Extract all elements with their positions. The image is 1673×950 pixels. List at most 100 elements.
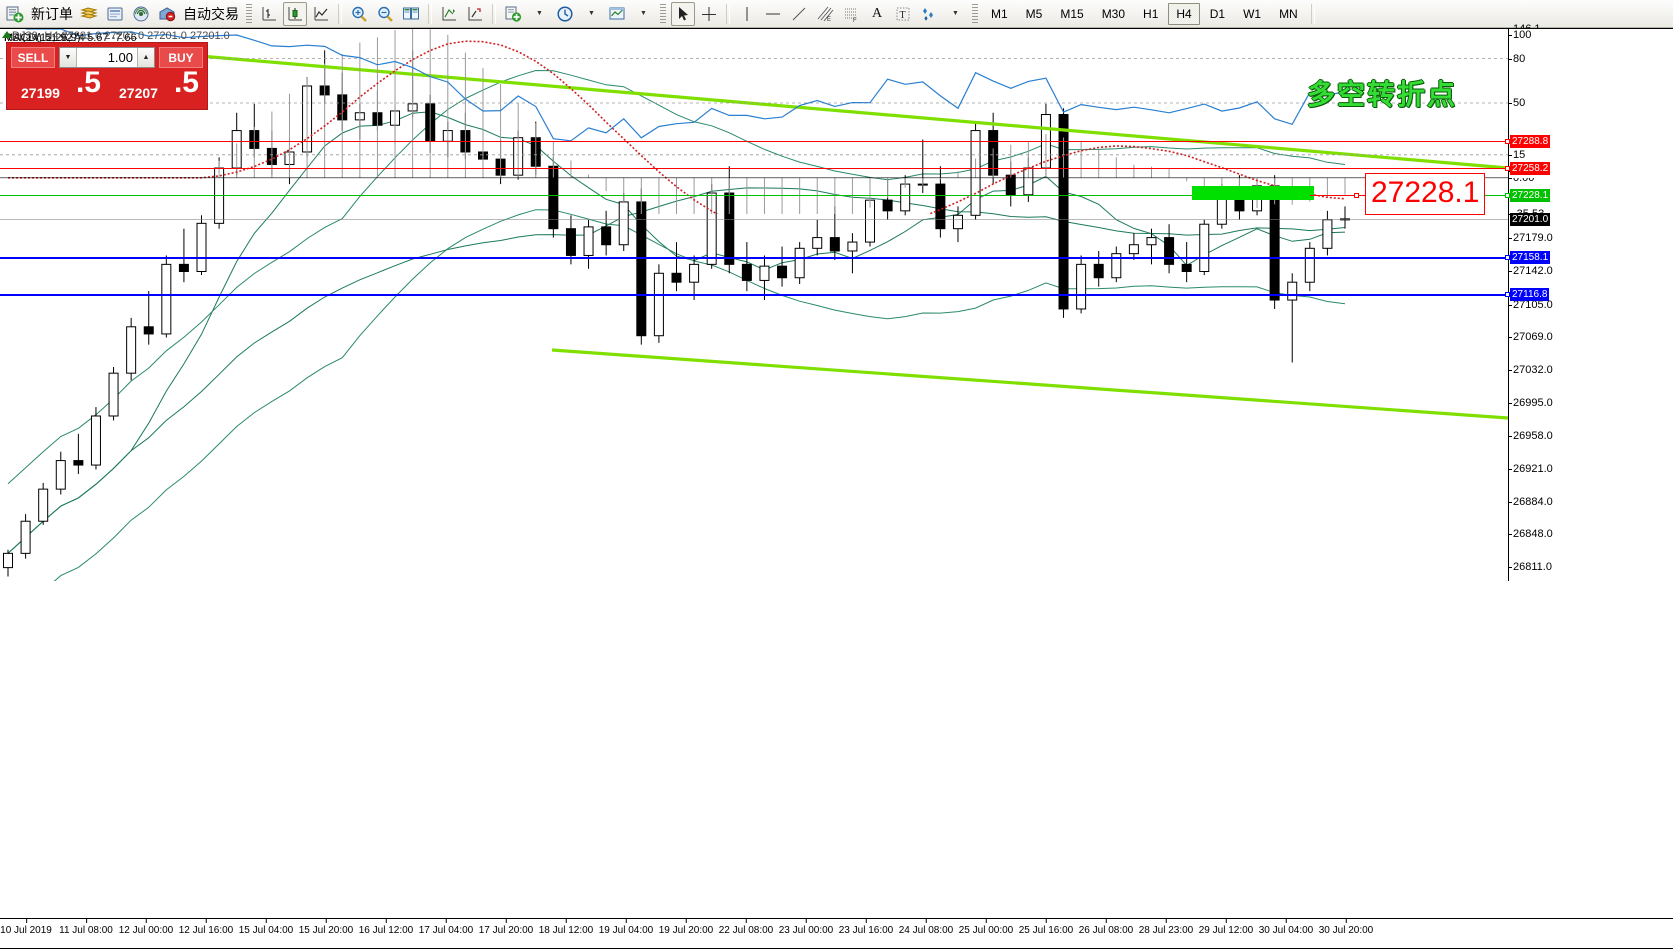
broadcast-icon[interactable] (129, 2, 153, 26)
sell-price-main: 27199 (21, 85, 60, 101)
time-axis-tick: 25 Jul 00:00 (958, 918, 1014, 936)
shapes-icon[interactable] (917, 2, 941, 26)
volume-value[interactable]: 1.00 (107, 50, 133, 65)
toolbar-grip-2[interactable] (660, 3, 666, 24)
hline-icon[interactable] (761, 2, 785, 26)
timeframe-d1[interactable]: D1 (1209, 6, 1226, 21)
autotrade-icon[interactable] (155, 2, 179, 26)
level-line-support[interactable] (0, 293, 1508, 296)
candlestick-icon[interactable] (283, 1, 307, 26)
timeframe-m5[interactable]: M5 (1025, 6, 1043, 21)
template-icon[interactable] (501, 2, 525, 26)
timeframe-mn[interactable]: MN (1279, 6, 1298, 21)
price-level-pill[interactable]: 27201.0 (1510, 212, 1551, 226)
cursor-icon[interactable] (671, 1, 695, 26)
rsi-label: RSI(14) 51.9274 (4, 32, 85, 44)
macd-label: MACD(12,26,9) -5.67 -7.66 (4, 32, 137, 44)
timeframe-group: M1 M5 M15 M30 H1 H4 D1 W1 MN (982, 2, 1307, 25)
level-drag-handle[interactable] (1505, 192, 1510, 198)
period-dropdown-icon[interactable]: ▼ (588, 10, 595, 17)
timeframe-m15[interactable]: M15 (1060, 6, 1084, 21)
price-callout[interactable]: 27228.1 (1365, 172, 1486, 215)
vline-icon[interactable] (735, 2, 759, 26)
equidistant-channel-icon[interactable]: E (813, 2, 837, 26)
price-axis-tick: 27105.0 (1509, 298, 1553, 311)
toolbar-grip-3[interactable] (972, 3, 978, 24)
price-level-pill[interactable]: 27288.8 (1510, 134, 1551, 148)
price-axis-tick: 26958.0 (1509, 429, 1553, 442)
indicators-icon[interactable] (463, 2, 487, 26)
new-order-icon[interactable] (3, 2, 27, 26)
zoom-out-icon[interactable] (373, 2, 397, 26)
buy-price-main: 27207 (119, 85, 158, 101)
trendline-icon[interactable] (787, 2, 811, 26)
tile-windows-icon[interactable] (399, 2, 423, 26)
level-drag-handle[interactable] (1505, 255, 1510, 261)
one-click-trading-panel[interactable]: SELL ▼ 1.00 ▲ BUY .5 27199 .5 27207 (6, 42, 208, 110)
sell-button[interactable]: SELL (11, 47, 55, 68)
time-axis-tick: 17 Jul 04:00 (418, 918, 474, 936)
level-line-pivot[interactable] (0, 194, 1508, 197)
zoom-in-icon[interactable] (347, 2, 371, 26)
news-icon[interactable] (103, 2, 127, 26)
time-axis-tick: 22 Jul 08:00 (718, 918, 774, 936)
rsi-plot[interactable]: RSI(14) 51.9274 (0, 29, 1508, 178)
timeframe-m1[interactable]: M1 (991, 6, 1008, 21)
volume-stepper[interactable]: ▼ 1.00 ▲ (59, 47, 155, 68)
fibonacci-icon[interactable]: F (839, 2, 863, 26)
price-level-pill[interactable]: 27228.1 (1510, 188, 1551, 202)
price-level-pill[interactable]: 27116.8 (1510, 287, 1550, 301)
shapes-dropdown-icon[interactable]: ▼ (952, 10, 959, 17)
text-label-icon[interactable]: T (891, 2, 915, 26)
time-axis-tick: 23 Jul 00:00 (778, 918, 834, 936)
data-window-icon[interactable] (437, 2, 461, 26)
line-chart-icon[interactable] (309, 2, 333, 26)
chart-area[interactable]: DJ30-,H4 27201.0 27201.0 27201.0 27201.0 (0, 23, 1673, 950)
price-axis-tick: 26884.0 (1509, 495, 1553, 508)
crosshair-icon[interactable] (697, 2, 721, 26)
toolbar-grip[interactable] (246, 3, 252, 24)
period-icon[interactable] (553, 2, 577, 26)
equidistant-channel[interactable] (199, 54, 1508, 420)
price-axis-tick: 27179.0 (1509, 232, 1553, 245)
price-callout-anchor[interactable] (1354, 192, 1359, 198)
level-line-resistance[interactable] (0, 167, 1508, 170)
time-axis-tick: 16 Jul 12:00 (358, 918, 414, 936)
volume-increase-button[interactable]: ▲ (137, 48, 154, 67)
level-line-support[interactable] (0, 257, 1508, 259)
timeframe-m30[interactable]: M30 (1101, 6, 1126, 21)
price-zone-box[interactable] (1192, 185, 1314, 201)
level-line-resistance[interactable] (0, 140, 1508, 143)
toolbar-separator-2 (428, 3, 432, 24)
bar-chart-icon[interactable] (257, 2, 281, 26)
time-axis-tick: 18 Jul 12:00 (538, 918, 594, 936)
autotrade-label: 自动交易 (183, 5, 239, 22)
level-drag-handle[interactable] (1505, 165, 1510, 171)
properties-icon[interactable] (605, 2, 629, 26)
template-dropdown-icon[interactable]: ▼ (536, 10, 543, 17)
time-axis-tick: 30 Jul 20:00 (1318, 918, 1374, 936)
text-icon[interactable]: A (871, 5, 883, 21)
price-axis-tick: 26921.0 (1509, 462, 1553, 475)
price-level-pill[interactable]: 27258.2 (1510, 161, 1551, 175)
level-drag-handle[interactable] (1505, 138, 1510, 144)
price-level-pill[interactable]: 27158.1 (1510, 251, 1551, 265)
rsi-axis[interactable]: 1008050150 (1508, 29, 1673, 178)
rsi-pane[interactable]: RSI(14) 51.9274 1008050150 (0, 28, 1673, 178)
time-axis-tick: 12 Jul 00:00 (118, 918, 174, 936)
buy-price[interactable]: .5 27207 (109, 66, 203, 105)
timeframe-h1[interactable]: H1 (1143, 6, 1159, 21)
time-axis-tick: 28 Jul 23:00 (1138, 918, 1194, 936)
level-drag-handle[interactable] (1505, 291, 1510, 297)
folder-icon[interactable] (77, 2, 101, 26)
chart-annotation-text[interactable]: 多空转折点 (1307, 79, 1458, 110)
timeframe-h4[interactable]: H4 (1168, 2, 1200, 25)
sell-price[interactable]: .5 27199 (11, 66, 105, 105)
time-axis-tick: 19 Jul 20:00 (658, 918, 714, 936)
volume-decrease-button[interactable]: ▼ (60, 48, 77, 67)
buy-button[interactable]: BUY (159, 47, 203, 68)
time-axis[interactable]: 10 Jul 2019 11 Jul 08:00 12 Jul 00:00 12 Ju… (0, 918, 1673, 950)
properties-dropdown-icon[interactable]: ▼ (640, 10, 647, 17)
level-line-last[interactable] (0, 218, 1508, 220)
timeframe-w1[interactable]: W1 (1243, 6, 1262, 21)
